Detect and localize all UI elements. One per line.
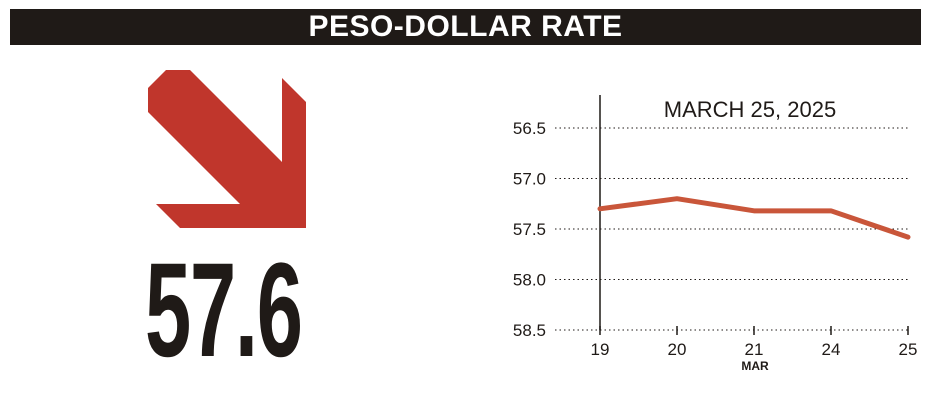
x-axis-title: MAR bbox=[741, 359, 769, 373]
x-tick-label: 19 bbox=[591, 340, 610, 359]
y-tick-label: 58.0 bbox=[513, 271, 546, 290]
x-tick-label: 24 bbox=[822, 340, 841, 359]
y-tick-labels: 56.5 57.0 57.5 58.0 58.5 bbox=[513, 119, 546, 340]
page-title: PESO-DOLLAR RATE bbox=[308, 10, 623, 43]
x-tick-label: 21 bbox=[745, 340, 764, 359]
down-arrow-icon bbox=[148, 70, 306, 228]
chart-title: MARCH 25, 2025 bbox=[664, 97, 836, 122]
down-arrow-shape bbox=[148, 70, 306, 228]
y-tick-label: 57.5 bbox=[513, 220, 546, 239]
current-rate-value: 57.6 bbox=[145, 236, 303, 385]
series-line bbox=[597, 196, 911, 240]
x-tick-labels: 19 20 21 24 25 bbox=[591, 326, 918, 359]
header-bar: PESO-DOLLAR RATE bbox=[10, 9, 921, 45]
x-tick-label: 20 bbox=[668, 340, 687, 359]
y-tick-label: 57.0 bbox=[513, 170, 546, 189]
y-tick-label: 56.5 bbox=[513, 119, 546, 138]
rate-line-chart: MARCH 25, 2025 56.5 57.0 57.5 58.0 58.5 19 20… bbox=[513, 95, 918, 373]
grid-layer bbox=[555, 127, 908, 331]
x-tick-label: 25 bbox=[899, 340, 918, 359]
y-tick-label: 58.5 bbox=[513, 321, 546, 340]
